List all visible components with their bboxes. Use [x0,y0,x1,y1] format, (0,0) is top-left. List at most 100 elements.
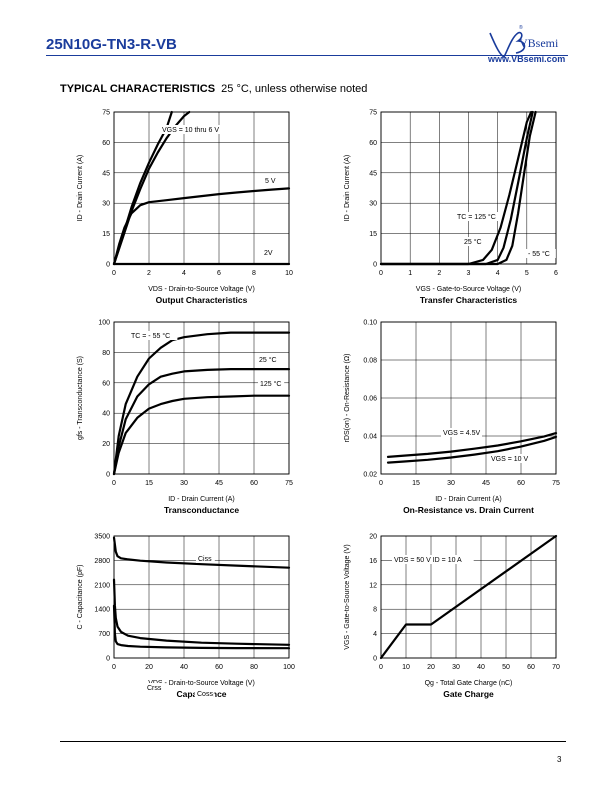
x-axis-label: ID - Drain Current (A) [168,496,235,503]
annotation-background [129,331,178,340]
y-tick-label: 0.08 [363,358,377,365]
series-annotation: Ciss [198,556,212,563]
x-tick-label: 4 [182,270,186,277]
series-annotation: VGS = 10 thru 6 V [162,127,219,134]
chart-3: 0 15 30 45 60 75 0 20 40 60 80 100 ID - Drain Curren… [77,320,293,516]
series-line-2 [386,435,558,464]
y-tick-label: 0 [373,656,377,663]
series-line-1 [112,110,191,266]
x-tick-label: 20 [427,664,435,671]
y-tick-label: 1400 [94,607,110,614]
x-tick-label: 2 [437,270,441,277]
x-tick-label: 8 [252,270,256,277]
y-tick-label: 45 [369,170,377,177]
x-tick-label: 0 [379,270,383,277]
series-line-1 [112,331,291,476]
y-axis-label: ID - Drain Current (A) [77,155,84,222]
annotation-background [145,683,164,692]
y-tick-label: 20 [369,534,377,541]
series-line-3 [112,604,291,650]
x-tick-label: 60 [517,480,525,487]
annotation-background [195,689,214,698]
y-axis-label: gfs - Transconductance (S) [77,356,84,440]
x-tick-label: 50 [502,664,510,671]
x-tick-label: 20 [145,664,153,671]
x-tick-label: 40 [477,664,485,671]
y-tick-label: 2100 [94,582,110,589]
x-axis-label: VDS - Drain-to-Source Voltage (V) [148,680,255,687]
y-tick-label: 0 [106,656,110,663]
y-tick-label: 60 [102,380,110,387]
series-annotation: 2V [264,250,273,257]
chart-1: 0 2 4 6 8 10 0 15 30 45 60 75 VDS - Drain-to-Source … [77,110,293,306]
annotation-background [258,379,285,388]
page-number: 3 [557,755,562,764]
y-tick-label: 0.04 [363,434,377,441]
series-line-3 [112,394,291,476]
part-number: 25N10G-TN3-R-VB [46,36,177,53]
annotation-background [257,355,280,364]
chart-6: 0 10 20 30 40 50 60 70 0 4 8 12 16 20 Qg - Total Gate … [344,534,560,700]
x-tick-label: 0 [112,480,116,487]
y-tick-label: 0 [106,472,110,479]
x-tick-label: 30 [452,664,460,671]
y-tick-label: 30 [102,201,110,208]
x-tick-label: 0 [112,664,116,671]
series-line-1 [379,534,558,660]
x-tick-label: 0 [379,664,383,671]
series-line-3 [379,110,537,266]
x-tick-label: 75 [552,480,560,487]
chart-5: 0 20 40 60 80 100 0 700 1400 2100 2800 3500 VDS - Dr… [77,534,295,700]
chart-title: On-Resistance vs. Drain Current [403,505,534,515]
x-tick-label: 6 [554,270,558,277]
x-tick-label: 60 [215,664,223,671]
y-axis-label: ID - Drain Current (A) [344,155,351,222]
y-tick-label: 0 [106,262,110,269]
series-line-3 [112,187,291,266]
x-tick-label: 30 [180,480,188,487]
x-tick-label: 10 [402,664,410,671]
plot-frame [380,535,557,659]
series-annotation: 25 °C [259,356,277,364]
y-axis-label: C - Capacitance (pF) [77,565,84,630]
brand-name: VBsemi [519,36,559,50]
section-title: TYPICAL CHARACTERISTICS [60,83,216,95]
x-tick-label: 40 [180,664,188,671]
section-heading: TYPICAL CHARACTERISTICS 25 °C, unless ot… [60,83,367,95]
x-tick-label: 15 [412,480,420,487]
chart-title: Output Characteristics [156,295,248,305]
annotation-background [462,237,485,246]
annotation-background [526,249,556,258]
series-annotation: VGS = 4.5V [443,430,480,437]
x-tick-label: 60 [250,480,258,487]
x-axis-label: Qg - Total Gate Charge (nC) [425,680,513,687]
series-line-2 [112,578,291,646]
footer-divider [60,741,566,742]
series-annotation: 25 °C [464,238,482,246]
x-axis-label: ID - Drain Current (A) [435,496,502,503]
registered-mark: ® [519,25,523,31]
series-annotation: TC = 125 °C [457,213,496,221]
y-tick-label: 20 [102,441,110,448]
x-tick-label: 15 [145,480,153,487]
x-tick-label: 0 [112,270,116,277]
y-tick-label: 60 [102,140,110,147]
y-tick-label: 30 [369,201,377,208]
y-tick-label: 45 [102,170,110,177]
series-annotation: VDS = 50 V ID = 10 A [394,557,462,564]
y-tick-label: 3500 [94,534,110,541]
y-tick-label: 700 [98,631,110,638]
annotation-background [455,212,500,221]
y-tick-label: 60 [369,140,377,147]
y-tick-label: 100 [98,320,110,327]
y-tick-label: 4 [373,631,377,638]
annotation-background [441,428,482,437]
x-tick-label: 5 [525,270,529,277]
y-tick-label: 0.06 [363,396,377,403]
brand-url[interactable]: www.VBsemi.com [488,54,566,64]
header-divider [46,55,568,56]
annotation-background [392,555,474,564]
y-tick-label: 15 [102,231,110,238]
annotation-background [196,554,215,563]
chart-4: 0 15 30 45 60 75 0.02 0.04 0.06 0.08 0.10 ID - Drai… [344,320,560,516]
